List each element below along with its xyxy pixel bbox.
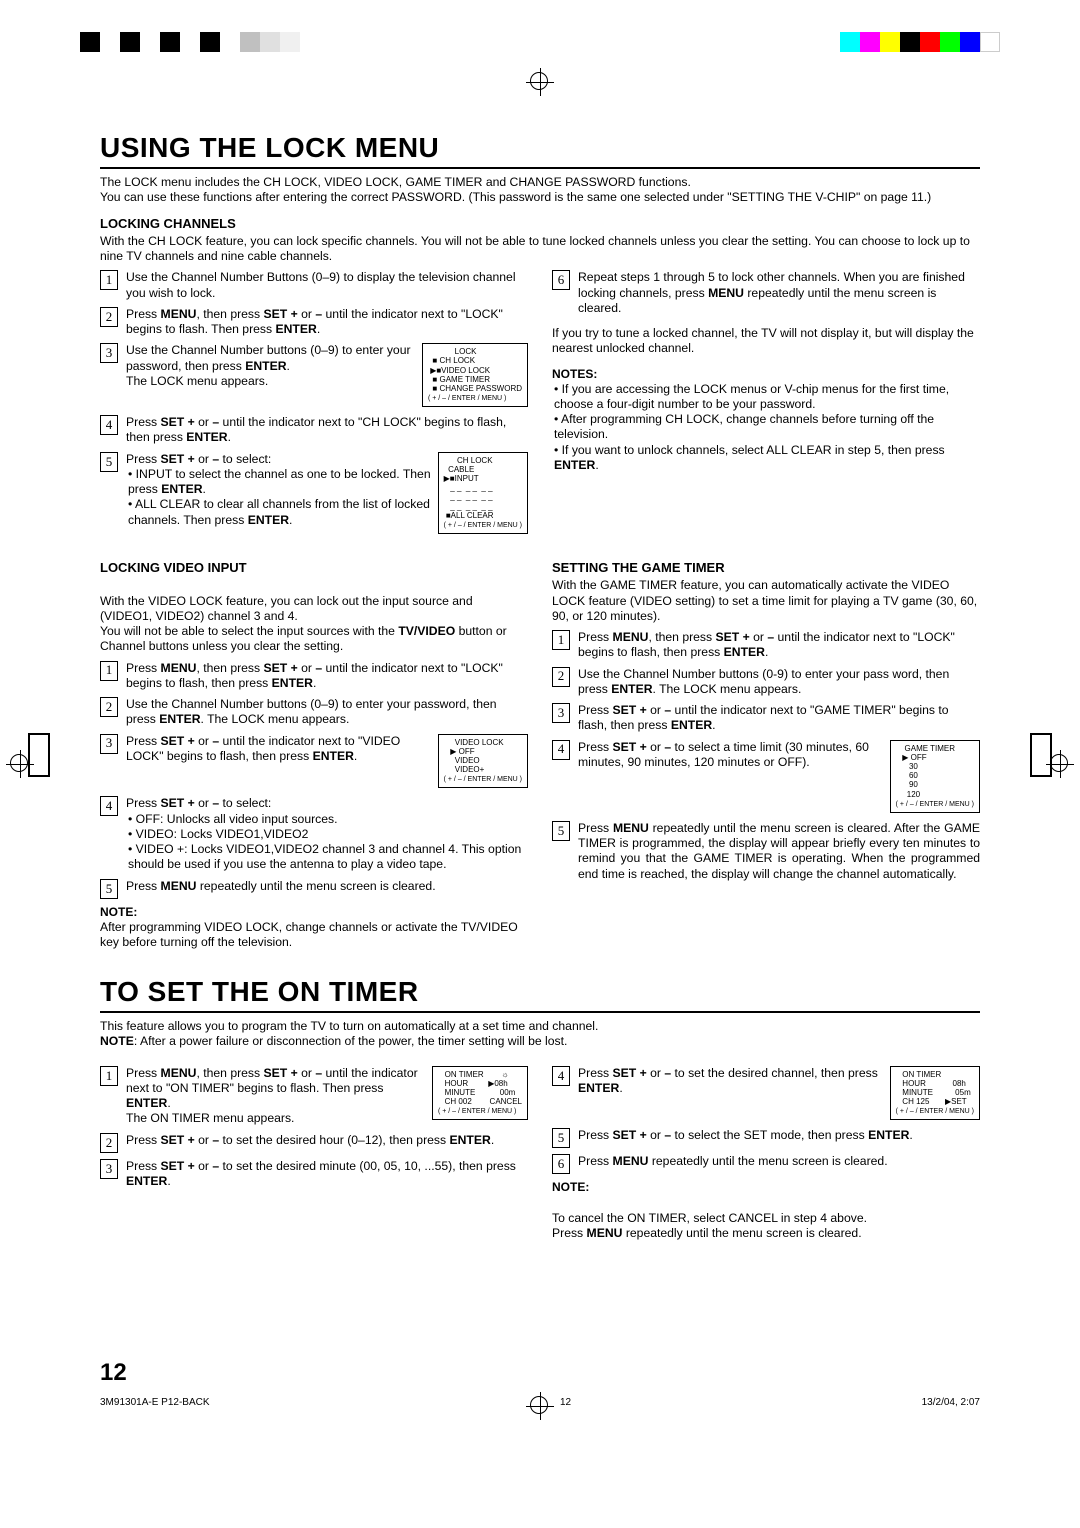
ot-note: To cancel the ON TIMER, select CANCEL in… — [552, 1195, 980, 1241]
step-number: 4 — [552, 740, 570, 760]
page-content: USING THE LOCK MENU The LOCK menu includ… — [100, 130, 980, 1388]
ontimer-menu-box-1: ON TIMER ☼ HOUR ▶08h MINUTE 00m CH 002 C… — [432, 1066, 528, 1121]
lv-step4: Press SET + or – to select: OFF: Unlocks… — [126, 796, 528, 872]
step-number: 4 — [100, 796, 118, 816]
locking-channels-right-col: 6 Repeat steps 1 through 5 to lock other… — [552, 264, 980, 542]
ot-step5: Press SET + or – to select the SET mode,… — [578, 1128, 980, 1143]
gt-step5: Press MENU repeatedly until the menu scr… — [578, 821, 980, 882]
bw-registration-bar — [80, 32, 300, 62]
section1-intro: The LOCK menu includes the CH LOCK, VIDE… — [100, 175, 980, 206]
gt-step4: GAME TIMER ▶ OFF 30 60 90 120 ( + / – / … — [578, 740, 980, 815]
ot-step4: ON TIMER HOUR 08h MINUTE 05m CH 125 ▶SET… — [578, 1066, 980, 1123]
registration-box-right — [1030, 733, 1052, 777]
lv-step2: Use the Channel Number buttons (0–9) to … — [126, 697, 528, 728]
step-number: 3 — [100, 1159, 118, 1179]
lc-notes-head: NOTES: — [552, 367, 980, 382]
step-number: 6 — [552, 1154, 570, 1174]
step-number: 5 — [100, 879, 118, 899]
registration-mark-top — [526, 68, 554, 96]
chlock-menu-box: CH LOCK CABLE ▶■INPUT _ _ _ _ _ _ _ _ _ … — [438, 452, 528, 534]
lock-menu-box: LOCK ■ CH LOCK ▶■VIDEO LOCK ■ GAME TIMER… — [422, 343, 528, 407]
locking-video-desc: With the VIDEO LOCK feature, you can loc… — [100, 578, 528, 654]
section1-title: USING THE LOCK MENU — [100, 130, 980, 169]
step-number: 2 — [552, 667, 570, 687]
print-registration-bars — [80, 32, 1000, 62]
footer-mid: 12 — [560, 1397, 571, 1408]
ontimer-right-col: 4 ON TIMER HOUR 08h MINUTE 05m CH 125 ▶S… — [552, 1060, 980, 1242]
step-number: 3 — [100, 734, 118, 754]
locking-video-col: LOCKING VIDEO INPUT With the VIDEO LOCK … — [100, 552, 528, 950]
game-timer-desc: With the GAME TIMER feature, you can aut… — [552, 578, 980, 624]
ot-step2: Press SET + or – to set the desired hour… — [126, 1133, 528, 1148]
step-number: 5 — [552, 821, 570, 841]
gt-step1: Press MENU, then press SET + or – until … — [578, 630, 980, 661]
lc-para: If you try to tune a locked channel, the… — [552, 326, 980, 357]
step-number: 2 — [100, 307, 118, 327]
lv-note: After programming VIDEO LOCK, change cha… — [100, 920, 528, 951]
gt-step2: Use the Channel Number buttons (0-9) to … — [578, 667, 980, 698]
step-number: 3 — [552, 703, 570, 723]
step-number: 3 — [100, 343, 118, 363]
step-number: 1 — [552, 630, 570, 650]
ot-step6: Press MENU repeatedly until the menu scr… — [578, 1154, 980, 1169]
step-number: 5 — [552, 1128, 570, 1148]
step-number: 4 — [100, 415, 118, 435]
step-number: 2 — [100, 697, 118, 717]
ot-notehead: NOTE: — [552, 1180, 980, 1195]
gt-step3: Press SET + or – until the indicator nex… — [578, 703, 980, 734]
ot-step1: ON TIMER ☼ HOUR ▶08h MINUTE 00m CH 002 C… — [126, 1066, 528, 1127]
ot-step3: Press SET + or – to set the desired minu… — [126, 1159, 528, 1190]
ontimer-left-col: 1 ON TIMER ☼ HOUR ▶08h MINUTE 00m CH 002… — [100, 1060, 528, 1242]
color-registration-bar — [840, 32, 1000, 62]
lv-step3: VIDEO LOCK ▶ OFF VIDEO VIDEO+ ( + / – / … — [126, 734, 528, 791]
videolock-menu-box: VIDEO LOCK ▶ OFF VIDEO VIDEO+ ( + / – / … — [438, 734, 528, 789]
lc-step1: Use the Channel Number Buttons (0–9) to … — [126, 270, 528, 301]
step-number: 5 — [100, 452, 118, 472]
lv-step5: Press MENU repeatedly until the menu scr… — [126, 879, 528, 894]
section2-intro: This feature allows you to program the T… — [100, 1019, 980, 1050]
lv-notehead: NOTE: — [100, 905, 528, 920]
footer-right: 13/2/04, 2:07 — [922, 1397, 980, 1408]
locking-video-head: LOCKING VIDEO INPUT — [100, 560, 528, 576]
section2-title: TO SET THE ON TIMER — [100, 974, 980, 1013]
lc-step4: Press SET + or – until the indicator nex… — [126, 415, 528, 446]
step-number: 1 — [100, 661, 118, 681]
step-number: 6 — [552, 270, 570, 290]
footer-left: 3M91301A-E P12-BACK — [100, 1397, 210, 1408]
page-number: 12 — [100, 1358, 127, 1388]
step-number: 1 — [100, 1066, 118, 1086]
game-timer-col: SETTING THE GAME TIMER With the GAME TIM… — [552, 552, 980, 950]
locking-channels-desc: With the CH LOCK feature, you can lock s… — [100, 234, 980, 265]
lv-step1: Press MENU, then press SET + or – until … — [126, 661, 528, 692]
locking-channels-head: LOCKING CHANNELS — [100, 216, 980, 232]
step-number: 2 — [100, 1133, 118, 1153]
lc-step3: LOCK ■ CH LOCK ▶■VIDEO LOCK ■ GAME TIMER… — [126, 343, 528, 409]
ontimer-menu-box-2: ON TIMER HOUR 08h MINUTE 05m CH 125 ▶SET… — [890, 1066, 980, 1121]
lc-step5: CH LOCK CABLE ▶■INPUT _ _ _ _ _ _ _ _ _ … — [126, 452, 528, 536]
registration-box-left — [28, 733, 50, 777]
step-number: 1 — [100, 270, 118, 290]
game-timer-head: SETTING THE GAME TIMER — [552, 560, 980, 576]
step-number: 4 — [552, 1066, 570, 1086]
print-footer: 3M91301A-E P12-BACK 12 13/2/04, 2:07 — [100, 1397, 980, 1408]
gametimer-menu-box: GAME TIMER ▶ OFF 30 60 90 120 ( + / – / … — [890, 740, 980, 813]
lc-step6: Repeat steps 1 through 5 to lock other c… — [578, 270, 980, 316]
locking-channels-left-col: 1 Use the Channel Number Buttons (0–9) t… — [100, 264, 528, 542]
lc-notes-list: If you are accessing the LOCK menus or V… — [554, 382, 980, 474]
lc-step2: Press MENU, then press SET + or – until … — [126, 307, 528, 338]
